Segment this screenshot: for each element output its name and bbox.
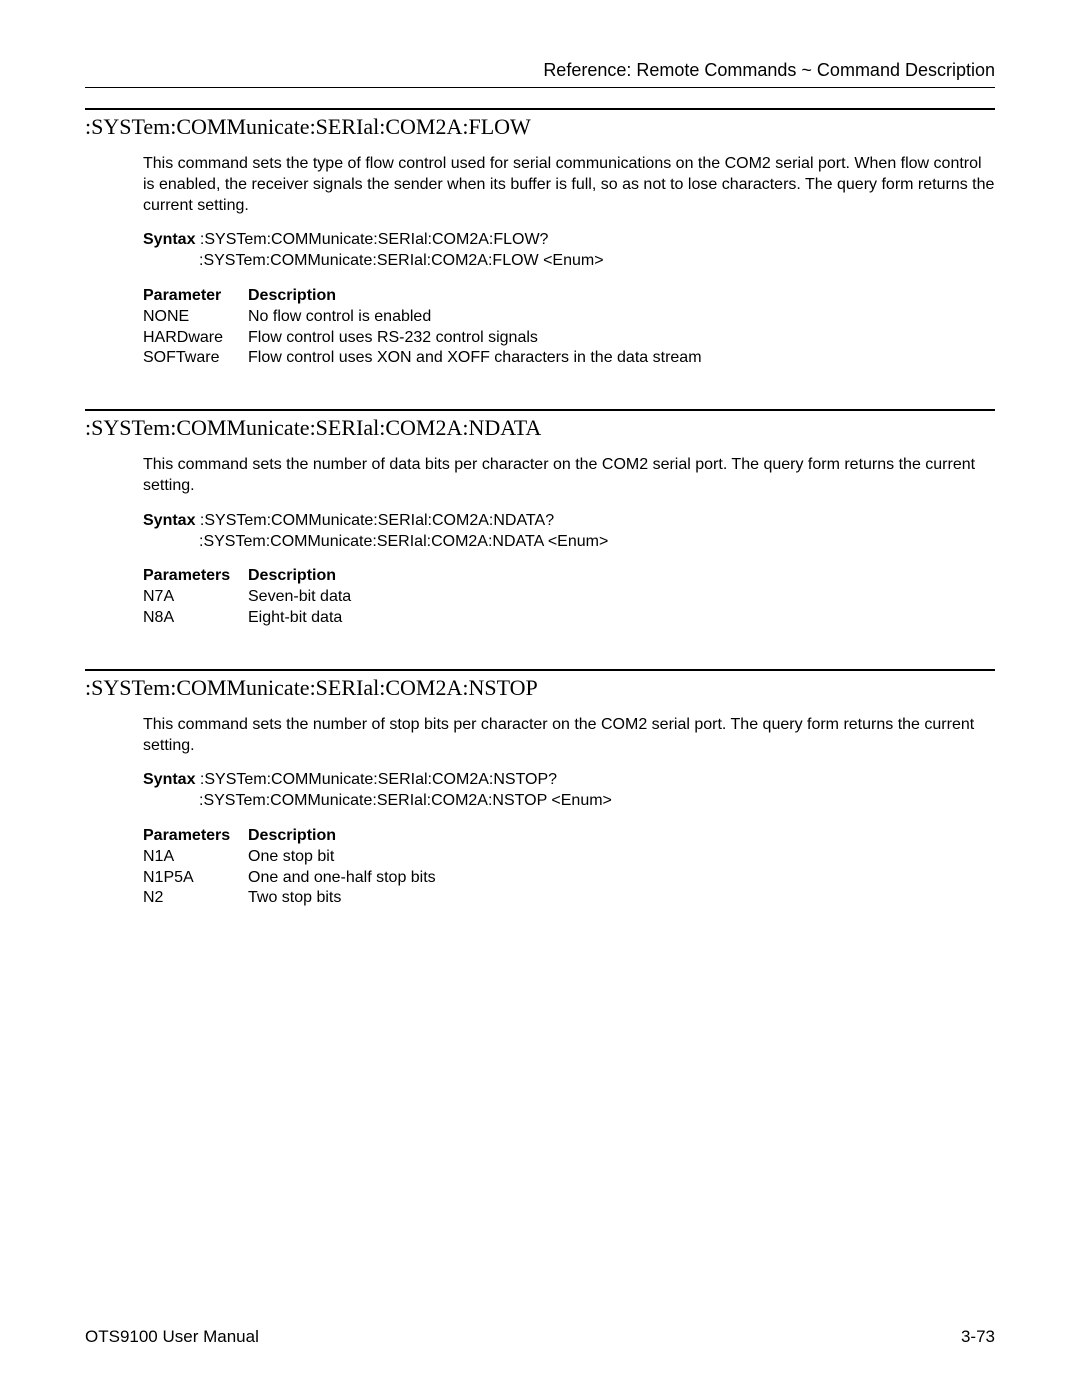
param-desc: No flow control is enabled bbox=[248, 307, 718, 328]
syntax-line2: :SYSTem:COMMunicate:SERIal:COM2A:NDATA <… bbox=[199, 532, 995, 553]
param-header-desc: Description bbox=[248, 826, 452, 847]
syntax-line: Syntax :SYSTem:COMMunicate:SERIal:COM2A:… bbox=[143, 770, 995, 791]
param-name: N7A bbox=[143, 587, 248, 608]
header-rule bbox=[85, 87, 995, 88]
param-table: Parameters Description N1A One stop bit … bbox=[143, 826, 452, 909]
param-header-desc: Description bbox=[248, 286, 718, 307]
param-name: N8A bbox=[143, 608, 248, 629]
param-row: N2 Two stop bits bbox=[143, 888, 452, 909]
param-row: N1P5A One and one-half stop bits bbox=[143, 868, 452, 889]
param-table: Parameters Description N7A Seven-bit dat… bbox=[143, 566, 367, 628]
syntax-block: Syntax :SYSTem:COMMunicate:SERIal:COM2A:… bbox=[143, 511, 995, 553]
param-header-row: Parameters Description bbox=[143, 566, 367, 587]
param-row: N7A Seven-bit data bbox=[143, 587, 367, 608]
section-body-ndata: This command sets the number of data bit… bbox=[143, 455, 995, 629]
param-row: N1A One stop bit bbox=[143, 847, 452, 868]
param-name: NONE bbox=[143, 307, 248, 328]
footer-left: OTS9100 User Manual bbox=[85, 1327, 259, 1347]
syntax-block: Syntax :SYSTem:COMMunicate:SERIal:COM2A:… bbox=[143, 770, 995, 812]
section-title-nstop: :SYSTem:COMMunicate:SERIal:COM2A:NSTOP bbox=[85, 675, 995, 701]
section-desc: This command sets the type of flow contr… bbox=[143, 154, 995, 216]
syntax-line2: :SYSTem:COMMunicate:SERIal:COM2A:FLOW <E… bbox=[199, 251, 995, 272]
param-row: NONE No flow control is enabled bbox=[143, 307, 718, 328]
syntax-block: Syntax :SYSTem:COMMunicate:SERIal:COM2A:… bbox=[143, 230, 995, 272]
section-rule bbox=[85, 669, 995, 671]
syntax-label: Syntax bbox=[143, 771, 195, 788]
section-rule bbox=[85, 409, 995, 411]
param-desc: Eight-bit data bbox=[248, 608, 367, 629]
param-name: HARDware bbox=[143, 328, 248, 349]
syntax-line1: :SYSTem:COMMunicate:SERIal:COM2A:FLOW? bbox=[200, 231, 549, 248]
param-header-name: Parameter bbox=[143, 286, 248, 307]
syntax-label: Syntax bbox=[143, 231, 195, 248]
section-desc: This command sets the number of stop bit… bbox=[143, 715, 995, 757]
syntax-line2: :SYSTem:COMMunicate:SERIal:COM2A:NSTOP <… bbox=[199, 791, 995, 812]
section-title-ndata: :SYSTem:COMMunicate:SERIal:COM2A:NDATA bbox=[85, 415, 995, 441]
param-name: N1P5A bbox=[143, 868, 248, 889]
param-row: HARDware Flow control uses RS-232 contro… bbox=[143, 328, 718, 349]
param-desc: Two stop bits bbox=[248, 888, 452, 909]
param-row: SOFTware Flow control uses XON and XOFF … bbox=[143, 348, 718, 369]
section-desc: This command sets the number of data bit… bbox=[143, 455, 995, 497]
syntax-line1: :SYSTem:COMMunicate:SERIal:COM2A:NSTOP? bbox=[200, 771, 557, 788]
param-name: N2 bbox=[143, 888, 248, 909]
param-desc: One and one-half stop bits bbox=[248, 868, 452, 889]
param-header-name: Parameters bbox=[143, 566, 248, 587]
section-rule bbox=[85, 108, 995, 110]
syntax-label: Syntax bbox=[143, 512, 195, 529]
param-header-desc: Description bbox=[248, 566, 367, 587]
syntax-line: Syntax :SYSTem:COMMunicate:SERIal:COM2A:… bbox=[143, 511, 995, 532]
param-header-name: Parameters bbox=[143, 826, 248, 847]
param-row: N8A Eight-bit data bbox=[143, 608, 367, 629]
section-body-nstop: This command sets the number of stop bit… bbox=[143, 715, 995, 909]
page: Reference: Remote Commands ~ Command Des… bbox=[0, 0, 1080, 1397]
param-header-row: Parameter Description bbox=[143, 286, 718, 307]
section-title-flow: :SYSTem:COMMunicate:SERIal:COM2A:FLOW bbox=[85, 114, 995, 140]
syntax-line: Syntax :SYSTem:COMMunicate:SERIal:COM2A:… bbox=[143, 230, 995, 251]
param-desc: Seven-bit data bbox=[248, 587, 367, 608]
page-header: Reference: Remote Commands ~ Command Des… bbox=[85, 60, 995, 81]
param-table: Parameter Description NONE No flow contr… bbox=[143, 286, 718, 369]
footer-right: 3-73 bbox=[961, 1327, 995, 1347]
section-body-flow: This command sets the type of flow contr… bbox=[143, 154, 995, 369]
param-desc: Flow control uses RS-232 control signals bbox=[248, 328, 718, 349]
syntax-line1: :SYSTem:COMMunicate:SERIal:COM2A:NDATA? bbox=[200, 512, 554, 529]
param-desc: One stop bit bbox=[248, 847, 452, 868]
param-desc: Flow control uses XON and XOFF character… bbox=[248, 348, 718, 369]
param-name: SOFTware bbox=[143, 348, 248, 369]
param-name: N1A bbox=[143, 847, 248, 868]
param-header-row: Parameters Description bbox=[143, 826, 452, 847]
page-footer: OTS9100 User Manual 3-73 bbox=[85, 1327, 995, 1347]
